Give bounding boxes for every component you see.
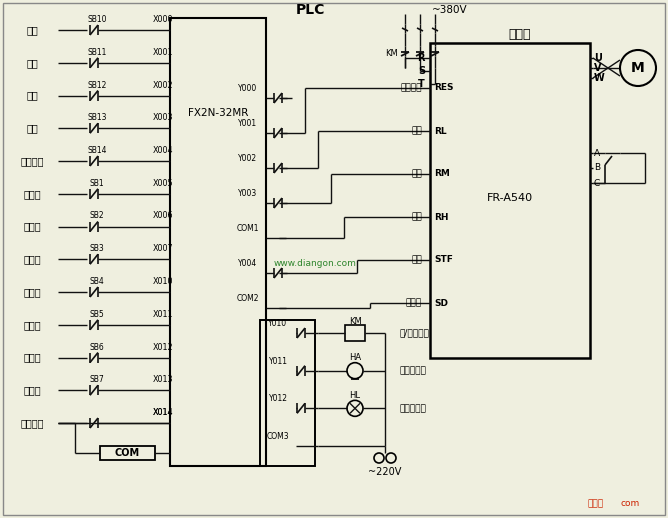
Text: SB10: SB10 [88,15,107,24]
Text: Y010: Y010 [269,319,287,328]
Text: RL: RL [434,126,447,136]
Text: 转速五: 转速五 [23,320,41,330]
Text: www.diangon.com: www.diangon.com [274,258,357,267]
Text: 高速: 高速 [411,212,422,222]
Text: X004: X004 [153,146,173,155]
Text: 停止: 停止 [26,123,38,133]
Text: 运行: 运行 [26,91,38,100]
Text: PLC: PLC [295,3,325,17]
Text: 中速: 中速 [411,169,422,179]
Text: Y012: Y012 [269,394,287,404]
Text: SB11: SB11 [88,48,107,57]
Text: X011: X011 [153,310,173,319]
Text: KM: KM [349,316,361,325]
Text: HL: HL [349,391,361,400]
Text: 变频器: 变频器 [509,28,531,41]
Text: X012: X012 [153,342,173,352]
Text: 转速七: 转速七 [23,385,41,395]
Text: SB2: SB2 [90,211,104,221]
Text: X013: X013 [153,375,173,384]
Text: C: C [594,179,601,188]
Text: A: A [594,149,600,157]
Text: 转速四: 转速四 [23,287,41,297]
Text: SB3: SB3 [90,244,104,253]
Text: X007: X007 [153,244,173,253]
Text: Y004: Y004 [238,259,258,268]
Text: 故障报警铃: 故障报警铃 [400,366,427,375]
Text: 转速一: 转速一 [23,189,41,199]
Text: 转速二: 转速二 [23,222,41,232]
Text: SB14: SB14 [88,146,107,155]
Text: Y002: Y002 [238,154,258,163]
Text: COM: COM [115,448,140,458]
Text: Y001: Y001 [238,119,258,128]
Text: X010: X010 [153,277,173,286]
Text: com: com [621,499,640,509]
Text: W: W [594,73,605,83]
Text: 故障复位: 故障复位 [20,156,43,166]
Bar [430,43,590,358]
Bar [260,320,315,466]
Text: SB13: SB13 [88,113,107,122]
Text: SB7: SB7 [90,375,104,384]
Text: Y011: Y011 [269,357,287,366]
Text: M: M [631,61,645,75]
Text: HA: HA [349,353,361,362]
Text: KM: KM [385,49,398,57]
Text: ~220V: ~220V [368,467,401,477]
Bar [100,446,155,460]
Text: RM: RM [434,169,450,179]
Text: STF: STF [434,255,453,265]
Text: X003: X003 [153,113,173,122]
Text: 故障检测: 故障检测 [20,418,43,428]
Text: V: V [594,63,601,73]
Text: 公共端: 公共端 [406,298,422,308]
Text: X006: X006 [153,211,173,221]
Text: SB1: SB1 [90,179,104,188]
Text: U: U [594,53,602,63]
Text: X000: X000 [153,15,173,24]
Text: 低速: 低速 [411,126,422,136]
Text: B: B [594,164,600,172]
Text: COM3: COM3 [267,432,289,441]
Text: 通/断电控制: 通/断电控制 [400,328,430,338]
Text: ~380V: ~380V [432,5,468,15]
Text: RES: RES [434,83,454,93]
Text: SB4: SB4 [90,277,104,286]
Text: RH: RH [434,212,448,222]
Text: 技代图: 技代图 [588,499,604,509]
Text: COM2: COM2 [236,294,259,303]
Text: R: R [418,53,425,63]
Text: SD: SD [434,298,448,308]
Text: SB5: SB5 [90,310,104,319]
Text: SB12: SB12 [88,80,107,90]
Text: 故障复位: 故障复位 [401,83,422,93]
Bar [170,18,266,466]
Text: 断电: 断电 [26,57,38,68]
Text: S: S [418,66,425,76]
Text: X001: X001 [153,48,173,57]
Text: SB6: SB6 [90,342,104,352]
Text: FR-A540: FR-A540 [487,193,533,203]
Text: T: T [418,79,425,89]
Text: 正转: 正转 [411,255,422,265]
Text: COM1: COM1 [236,224,259,233]
Text: X014: X014 [153,408,173,417]
Text: X014: X014 [153,408,173,417]
Text: X005: X005 [153,179,173,188]
Text: 转速六: 转速六 [23,353,41,363]
Text: 转速三: 转速三 [23,254,41,264]
Text: 通电: 通电 [26,25,38,35]
Text: FX2N-32MR: FX2N-32MR [188,108,248,118]
Text: Y003: Y003 [238,189,258,198]
Text: 故障报警灯: 故障报警灯 [400,404,427,413]
Bar [345,325,365,341]
Text: Y000: Y000 [238,84,258,93]
Text: X002: X002 [153,80,173,90]
